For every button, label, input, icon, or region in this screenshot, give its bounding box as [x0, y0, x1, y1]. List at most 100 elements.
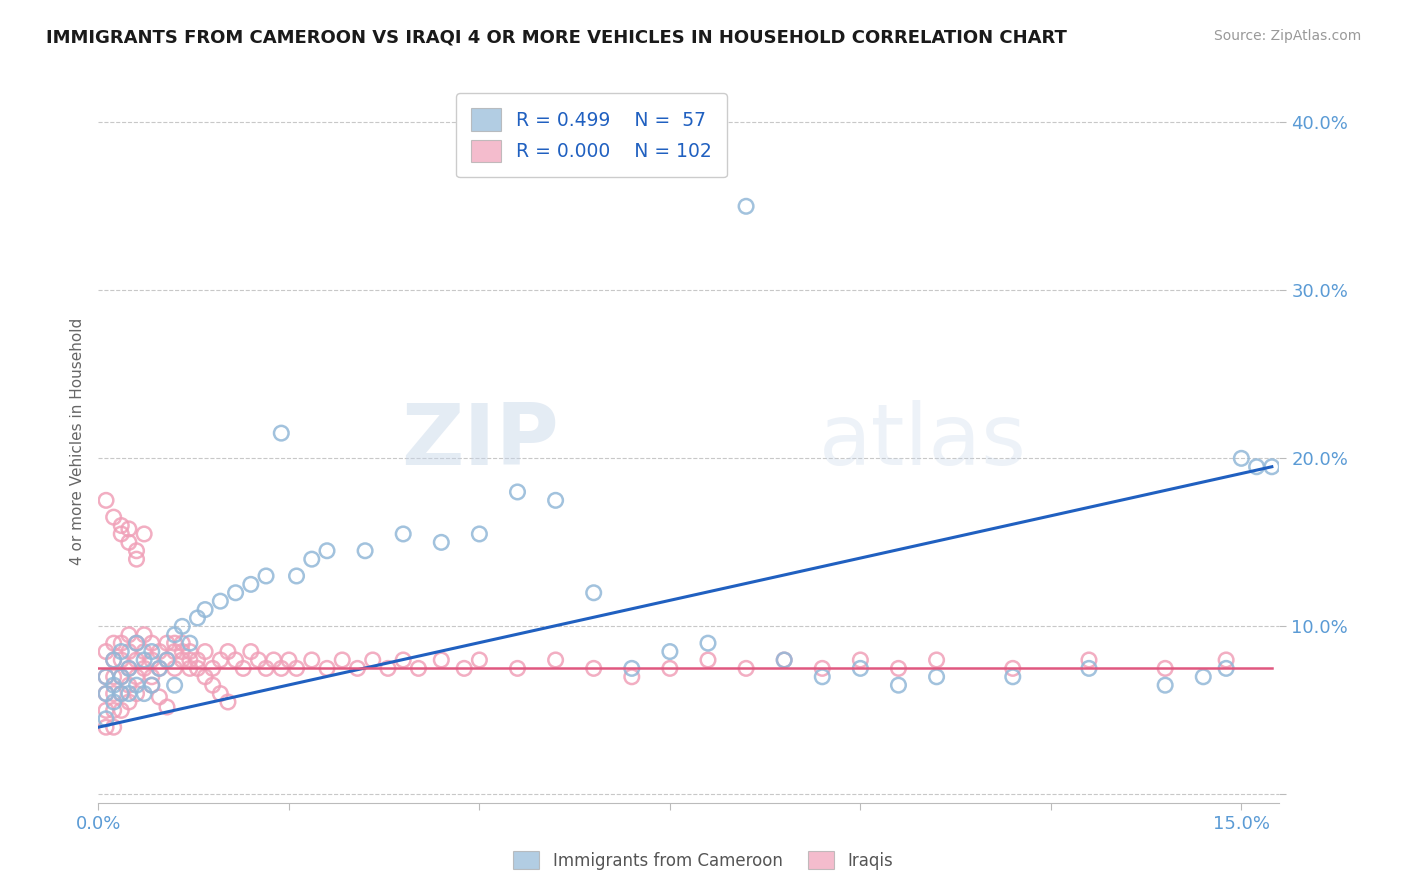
- Point: [110, 670, 132, 684]
- Point: [118, 628, 141, 642]
- Point: [277, 653, 299, 667]
- Point: [620, 670, 643, 684]
- Point: [887, 678, 910, 692]
- Point: [125, 687, 148, 701]
- Point: [103, 678, 125, 692]
- Point: [270, 661, 292, 675]
- Point: [94, 644, 117, 658]
- Point: [179, 636, 201, 650]
- Point: [110, 687, 132, 701]
- Point: [392, 653, 415, 667]
- Point: [1078, 661, 1101, 675]
- Point: [172, 644, 194, 658]
- Point: [354, 543, 377, 558]
- Point: [172, 653, 194, 667]
- Point: [430, 535, 453, 549]
- Point: [811, 661, 834, 675]
- Point: [1001, 661, 1024, 675]
- Point: [453, 661, 475, 675]
- Point: [163, 661, 186, 675]
- Point: [134, 527, 156, 541]
- Point: [392, 527, 415, 541]
- Point: [186, 653, 208, 667]
- Point: [316, 661, 339, 675]
- Point: [201, 661, 224, 675]
- Point: [94, 687, 117, 701]
- Point: [254, 661, 277, 675]
- Point: [232, 661, 254, 675]
- Point: [201, 678, 224, 692]
- Point: [125, 670, 148, 684]
- Point: [377, 661, 399, 675]
- Point: [658, 644, 681, 658]
- Point: [134, 653, 156, 667]
- Point: [735, 199, 758, 213]
- Point: [849, 653, 872, 667]
- Point: [118, 535, 141, 549]
- Point: [544, 493, 567, 508]
- Point: [118, 695, 141, 709]
- Point: [125, 678, 148, 692]
- Point: [186, 661, 208, 675]
- Point: [697, 653, 720, 667]
- Point: [94, 687, 117, 701]
- Point: [1230, 451, 1253, 466]
- Point: [194, 644, 217, 658]
- Point: [156, 653, 179, 667]
- Y-axis label: 4 or more Vehicles in Household: 4 or more Vehicles in Household: [69, 318, 84, 566]
- Point: [103, 653, 125, 667]
- Text: IMMIGRANTS FROM CAMEROON VS IRAQI 4 OR MORE VEHICLES IN HOUSEHOLD CORRELATION CH: IMMIGRANTS FROM CAMEROON VS IRAQI 4 OR M…: [46, 29, 1067, 46]
- Point: [118, 522, 141, 536]
- Point: [330, 653, 353, 667]
- Point: [163, 636, 186, 650]
- Point: [620, 661, 643, 675]
- Point: [172, 619, 194, 633]
- Point: [94, 703, 117, 717]
- Point: [172, 636, 194, 650]
- Point: [209, 687, 232, 701]
- Point: [1154, 678, 1177, 692]
- Legend: R = 0.499    N =  57, R = 0.000    N = 102: R = 0.499 N = 57, R = 0.000 N = 102: [456, 94, 727, 178]
- Point: [1192, 670, 1215, 684]
- Point: [773, 653, 796, 667]
- Point: [179, 653, 201, 667]
- Point: [103, 703, 125, 717]
- Point: [925, 653, 948, 667]
- Point: [134, 628, 156, 642]
- Point: [156, 653, 179, 667]
- Point: [110, 518, 132, 533]
- Point: [179, 644, 201, 658]
- Point: [163, 678, 186, 692]
- Point: [225, 586, 247, 600]
- Point: [239, 577, 262, 591]
- Point: [247, 653, 270, 667]
- Point: [301, 653, 323, 667]
- Point: [408, 661, 430, 675]
- Point: [110, 653, 132, 667]
- Point: [118, 661, 141, 675]
- Point: [118, 678, 141, 692]
- Point: [179, 661, 201, 675]
- Point: [125, 653, 148, 667]
- Point: [148, 690, 170, 704]
- Point: [148, 661, 170, 675]
- Point: [103, 670, 125, 684]
- Point: [110, 527, 132, 541]
- Point: [134, 687, 156, 701]
- Point: [103, 636, 125, 650]
- Point: [301, 552, 323, 566]
- Point: [103, 695, 125, 709]
- Point: [125, 636, 148, 650]
- Point: [141, 653, 163, 667]
- Point: [125, 552, 148, 566]
- Point: [361, 653, 384, 667]
- Point: [1246, 459, 1268, 474]
- Point: [148, 644, 170, 658]
- Point: [94, 712, 117, 726]
- Point: [118, 687, 141, 701]
- Point: [1215, 653, 1237, 667]
- Point: [811, 670, 834, 684]
- Point: [110, 644, 132, 658]
- Point: [125, 636, 148, 650]
- Point: [346, 661, 368, 675]
